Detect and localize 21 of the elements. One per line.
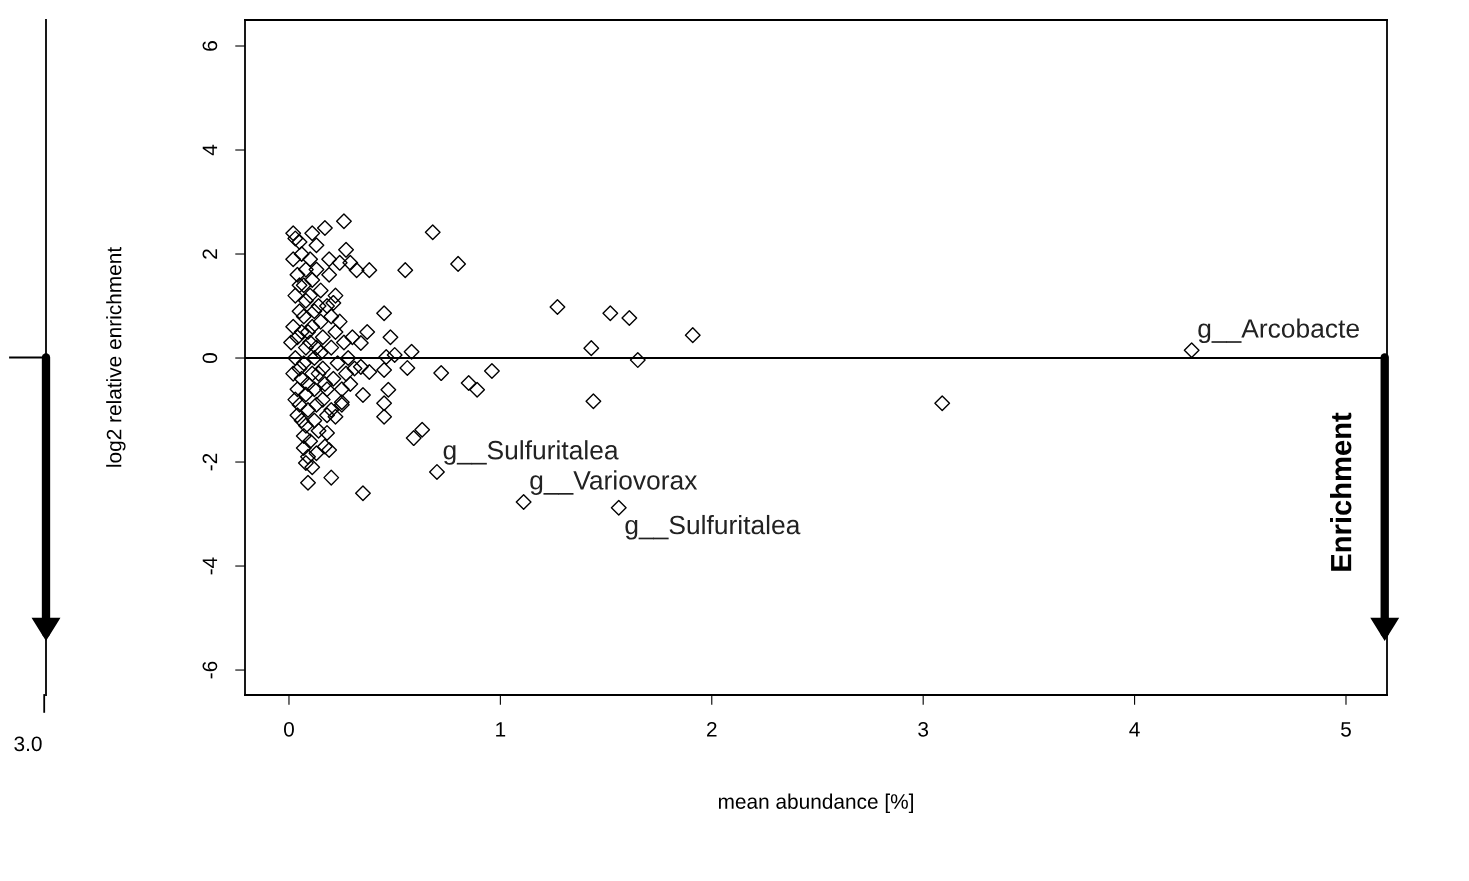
x-tick-label: 3	[918, 721, 929, 737]
y-tick-label: 4	[202, 144, 218, 156]
x-tick-label: 5	[1341, 722, 1351, 737]
y-tick-label: 6	[202, 41, 218, 51]
x-tick-label: 1	[496, 722, 506, 737]
x-tick-label: 2	[707, 721, 717, 737]
y-tick-label: 2	[202, 249, 218, 259]
y-tick-label: -4	[202, 557, 218, 575]
y-tick-label: 0	[202, 353, 218, 363]
text: 3.0	[14, 736, 42, 752]
x-tick-label: 0	[283, 721, 294, 737]
y-tick-label: -6	[202, 661, 218, 679]
x-tick-label: 4	[1129, 722, 1140, 737]
x-axis-title: mean abundance [%]	[718, 793, 913, 814]
y-axis-title: log2 relative enrichment	[106, 247, 126, 467]
annotation: g__Sulfuritalea	[625, 514, 801, 540]
annotation: g__Arcobacte	[1198, 318, 1359, 344]
y-tick-label: -2	[202, 453, 218, 471]
annotation: Enrichment	[1330, 412, 1352, 571]
annotation: g__Variovorax	[530, 470, 698, 495]
annotation: g__Sulfuritalea	[443, 440, 619, 465]
